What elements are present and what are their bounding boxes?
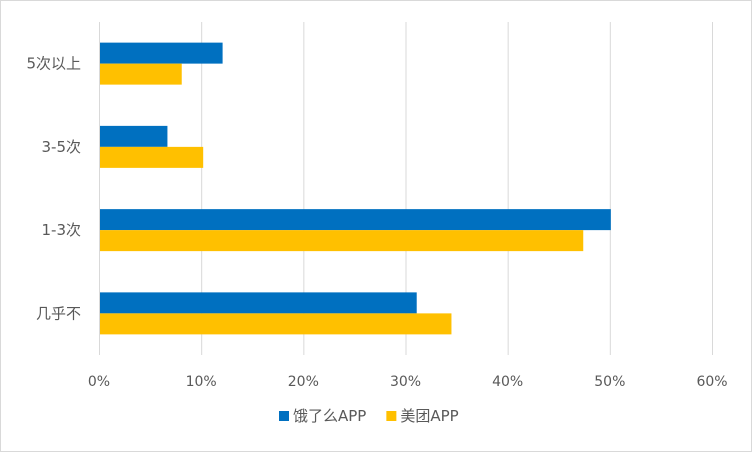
x-tick-label: 60% [696, 374, 727, 390]
legend-label-meituan: 美团APP [400, 407, 458, 425]
bar-meituan-0 [100, 63, 182, 85]
category-label: 3-5次 [42, 138, 82, 156]
bar-eleme-0 [100, 42, 223, 64]
legend-swatch-eleme [279, 411, 289, 421]
x-tick-labels: 0% 10% 20% 30% 40% 50% 60% [88, 374, 728, 390]
category-label: 几乎不 [36, 304, 81, 322]
x-tick-label: 50% [594, 374, 625, 390]
category-label: 1-3次 [42, 221, 82, 239]
x-tick-label: 0% [88, 374, 110, 390]
x-tick-label: 10% [186, 374, 217, 390]
bars [100, 42, 611, 335]
bar-meituan-1 [100, 146, 204, 168]
legend-swatch-meituan [386, 411, 397, 421]
x-tick-label: 40% [492, 374, 523, 390]
bar-eleme-1 [100, 125, 168, 147]
category-label: 5次以上 [26, 55, 81, 73]
legend: 饿了么APP 美团APP [279, 407, 459, 425]
bar-meituan-3 [100, 313, 452, 335]
legend-label-eleme: 饿了么APP [293, 407, 366, 425]
bar-eleme-3 [100, 292, 417, 314]
gridlines [99, 22, 713, 355]
x-tick-label: 30% [390, 374, 421, 390]
x-tick-label: 20% [288, 374, 319, 390]
bar-meituan-2 [100, 230, 584, 252]
bar-eleme-2 [100, 209, 611, 231]
